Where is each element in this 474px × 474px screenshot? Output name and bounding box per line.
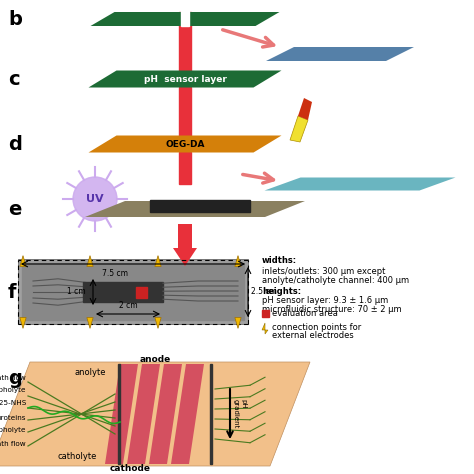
Polygon shape — [155, 255, 161, 266]
Text: b: b — [8, 9, 22, 28]
Text: UV: UV — [86, 194, 104, 204]
Bar — [262, 310, 269, 317]
Text: widths:: widths: — [262, 256, 297, 265]
Text: anolyte: anolyte — [74, 368, 106, 377]
Polygon shape — [264, 177, 456, 191]
Text: anolyte/catholyte channel: 400 μm: anolyte/catholyte channel: 400 μm — [262, 276, 409, 285]
Text: microfluidic structure: 70 ± 2 μm: microfluidic structure: 70 ± 2 μm — [262, 305, 401, 314]
Text: ampholyte: ampholyte — [0, 387, 26, 393]
Text: 1 cm: 1 cm — [67, 288, 86, 297]
Text: inlets/outlets: 300 μm except: inlets/outlets: 300 μm except — [262, 267, 385, 276]
Text: c: c — [8, 70, 19, 89]
Polygon shape — [235, 255, 241, 266]
Polygon shape — [155, 318, 161, 328]
Bar — [18, 259, 248, 324]
Text: Atto 425-NHS: Atto 425-NHS — [0, 400, 26, 406]
Polygon shape — [87, 318, 93, 328]
Polygon shape — [127, 364, 160, 464]
Text: connection points for: connection points for — [272, 322, 361, 331]
Polygon shape — [91, 12, 280, 26]
Polygon shape — [149, 364, 182, 464]
FancyArrow shape — [173, 224, 197, 266]
Polygon shape — [262, 323, 268, 334]
Text: anode: anode — [139, 355, 171, 364]
Polygon shape — [89, 136, 282, 153]
Bar — [179, 152, 191, 184]
Text: 7.5 cm: 7.5 cm — [101, 269, 128, 278]
Text: ampholyte: ampholyte — [0, 427, 26, 433]
Text: acidic sheath flow: acidic sheath flow — [0, 375, 26, 381]
Polygon shape — [20, 255, 26, 266]
Text: proteins: proteins — [0, 415, 26, 421]
Polygon shape — [171, 364, 204, 464]
Text: OEG-DA: OEG-DA — [165, 139, 205, 148]
Bar — [179, 12, 191, 26]
Polygon shape — [290, 116, 308, 142]
Text: 2 cm: 2 cm — [118, 301, 137, 310]
Bar — [118, 364, 120, 464]
Polygon shape — [105, 364, 138, 464]
Polygon shape — [266, 47, 414, 61]
Text: g: g — [8, 370, 22, 389]
Polygon shape — [85, 201, 305, 217]
Text: catholyte: catholyte — [57, 452, 97, 461]
Bar — [179, 26, 191, 72]
Polygon shape — [235, 318, 241, 328]
Text: 2.5 cm: 2.5 cm — [251, 288, 277, 297]
Text: d: d — [8, 135, 22, 154]
Polygon shape — [20, 318, 26, 328]
Bar — [22, 263, 244, 320]
Text: external electrodes: external electrodes — [272, 331, 354, 340]
Circle shape — [73, 177, 117, 221]
Bar — [181, 8, 189, 26]
Polygon shape — [0, 362, 310, 466]
Text: cathode: cathode — [109, 464, 151, 473]
Text: alkaline sheath flow: alkaline sheath flow — [0, 441, 26, 447]
Text: e: e — [8, 200, 21, 219]
Text: pH  sensor layer: pH sensor layer — [144, 74, 227, 83]
Text: evaluation area: evaluation area — [272, 309, 338, 318]
Polygon shape — [298, 98, 312, 120]
Text: heights:: heights: — [262, 287, 301, 296]
Polygon shape — [87, 255, 93, 266]
Bar — [150, 200, 250, 212]
Text: f: f — [8, 283, 17, 301]
Text: pH sensor layer: 9.3 ± 1.6 μm: pH sensor layer: 9.3 ± 1.6 μm — [262, 296, 388, 305]
Bar — [179, 87, 191, 136]
Bar — [83, 282, 163, 302]
Text: pH
gradient: pH gradient — [233, 399, 246, 428]
Bar — [210, 364, 212, 464]
Bar — [136, 287, 147, 298]
Polygon shape — [89, 71, 282, 88]
